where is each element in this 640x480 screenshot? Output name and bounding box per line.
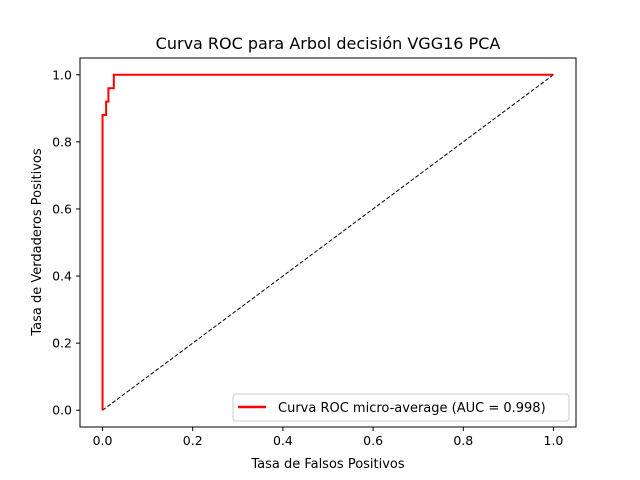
y-tick-label: 0.2 — [52, 336, 72, 351]
x-tick-label: 0.8 — [453, 433, 473, 448]
chart-title: Curva ROC para Arbol decisión VGG16 PCA — [156, 34, 501, 53]
legend-box — [232, 393, 570, 422]
y-tick-label: 0.4 — [52, 269, 72, 284]
y-tick-label: 0.6 — [52, 201, 72, 216]
x-tick-label: 0.0 — [93, 433, 113, 448]
series-layer — [101, 73, 554, 411]
series-line-roc-micro-average — [101, 73, 554, 411]
x-tick-label: 0.4 — [273, 433, 293, 448]
y-tick-label: 1.0 — [52, 67, 72, 82]
y-axis-label: Tasa de Verdaderos Positivos — [30, 148, 45, 336]
x-tick-label: 1.0 — [544, 433, 564, 448]
plot-area — [79, 57, 577, 428]
series-line-chance-diagonal — [102, 74, 554, 411]
axes-frame — [79, 57, 577, 428]
x-tick-label: 0.6 — [363, 433, 383, 448]
x-axis-label: Tasa de Falsos Positivos — [250, 457, 405, 472]
x-axis-ticks: 0.0 0.2 0.4 0.6 0.8 1.0 — [93, 427, 564, 448]
y-axis-ticks: 0.0 0.2 0.4 0.6 0.8 1.0 — [52, 67, 80, 418]
legend: Curva ROC micro-average (AUC = 0.998) — [232, 393, 570, 422]
legend-label-roc: Curva ROC micro-average (AUC = 0.998) — [278, 401, 546, 416]
y-tick-label: 0.8 — [52, 134, 72, 149]
y-tick-label: 0.0 — [52, 403, 72, 418]
x-tick-label: 0.2 — [183, 433, 203, 448]
